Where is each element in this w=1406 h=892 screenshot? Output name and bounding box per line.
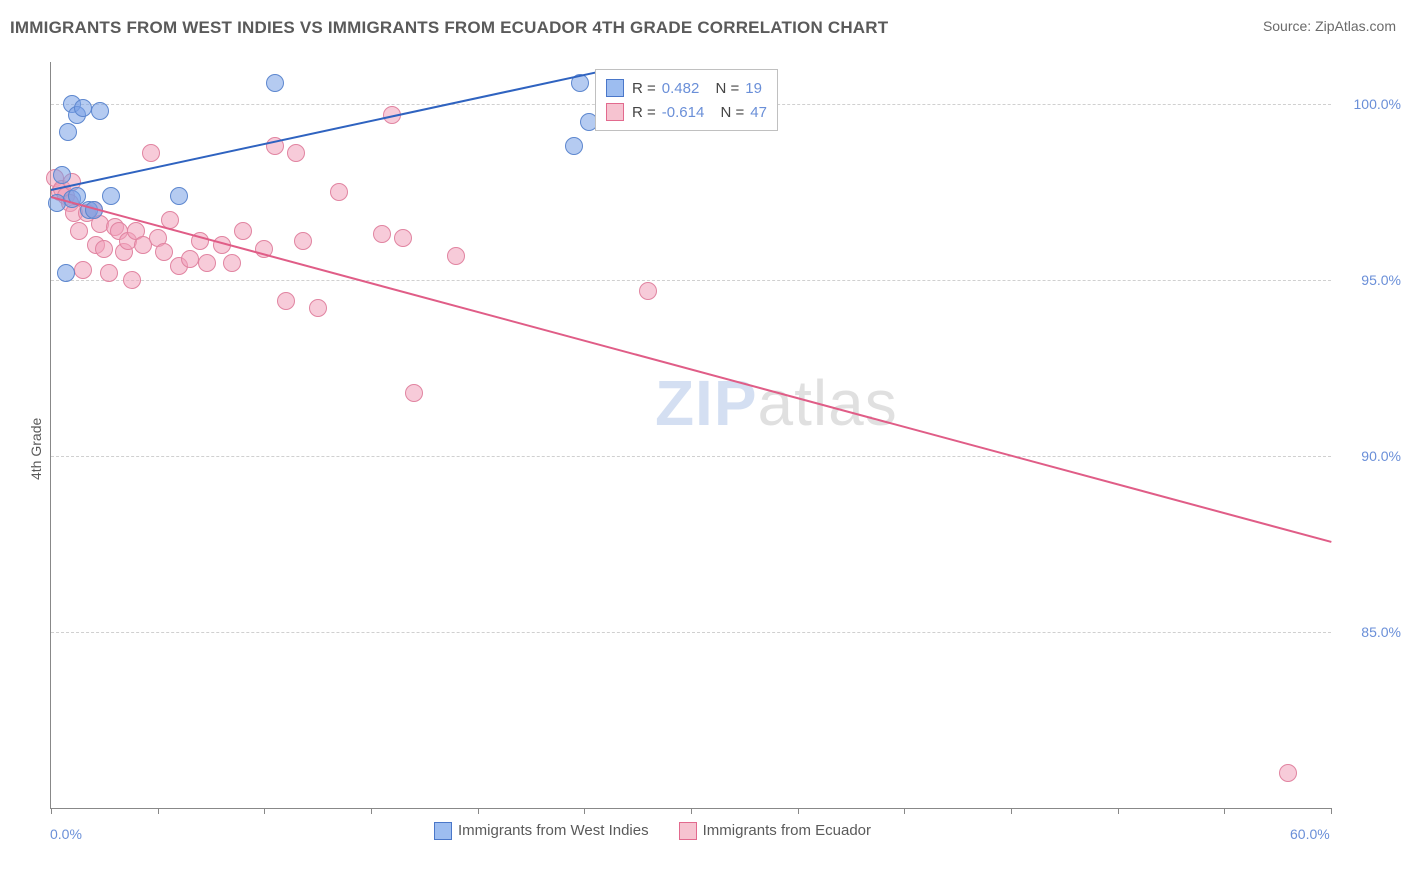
legend-label: Immigrants from West Indies bbox=[458, 822, 649, 839]
chart-title: IMMIGRANTS FROM WEST INDIES VS IMMIGRANT… bbox=[10, 18, 888, 37]
x-tick bbox=[478, 808, 479, 814]
data-point bbox=[170, 187, 188, 205]
data-point bbox=[405, 384, 423, 402]
source-prefix: Source: bbox=[1263, 18, 1315, 34]
x-tick bbox=[1331, 808, 1332, 814]
data-point bbox=[181, 250, 199, 268]
legend-swatch bbox=[606, 79, 624, 97]
data-point bbox=[142, 144, 160, 162]
data-point bbox=[234, 222, 252, 240]
stats-values: R = -0.614 N = 47 bbox=[632, 104, 767, 121]
gridline bbox=[51, 280, 1331, 281]
trend-line bbox=[51, 196, 1332, 543]
data-point bbox=[100, 264, 118, 282]
data-point bbox=[266, 74, 284, 92]
legend-label: Immigrants from Ecuador bbox=[703, 822, 871, 839]
data-point bbox=[639, 282, 657, 300]
data-point bbox=[287, 144, 305, 162]
data-point bbox=[565, 137, 583, 155]
data-point bbox=[59, 123, 77, 141]
legend-swatch bbox=[434, 822, 452, 840]
x-tick bbox=[798, 808, 799, 814]
trend-line bbox=[51, 69, 606, 191]
data-point bbox=[1279, 764, 1297, 782]
stats-row: R = -0.614 N = 47 bbox=[606, 100, 767, 124]
data-point bbox=[330, 183, 348, 201]
x-tick bbox=[584, 808, 585, 814]
data-point bbox=[277, 292, 295, 310]
y-axis-label: 4th Grade bbox=[28, 417, 44, 479]
chart-legend: Immigrants from West Indies Immigrants fr… bbox=[434, 822, 871, 840]
x-tick bbox=[264, 808, 265, 814]
gridline bbox=[51, 456, 1331, 457]
legend-item: Immigrants from Ecuador bbox=[679, 822, 871, 840]
x-tick bbox=[1011, 808, 1012, 814]
data-point bbox=[95, 240, 113, 258]
data-point bbox=[155, 243, 173, 261]
data-point bbox=[74, 99, 92, 117]
data-point bbox=[294, 232, 312, 250]
x-tick bbox=[904, 808, 905, 814]
y-tick-label: 100.0% bbox=[1341, 96, 1401, 112]
data-point bbox=[57, 264, 75, 282]
data-point bbox=[123, 271, 141, 289]
data-point bbox=[373, 225, 391, 243]
y-tick-label: 90.0% bbox=[1341, 448, 1401, 464]
x-axis-max-label: 60.0% bbox=[1290, 826, 1330, 842]
source-name: ZipAtlas.com bbox=[1315, 18, 1396, 34]
source-attribution: Source: ZipAtlas.com bbox=[1263, 18, 1396, 34]
data-point bbox=[70, 222, 88, 240]
correlation-stats-box: R = 0.482 N = 19 R = -0.614 N = 47 bbox=[595, 69, 778, 131]
data-point bbox=[91, 102, 109, 120]
data-point bbox=[102, 187, 120, 205]
x-tick bbox=[51, 808, 52, 814]
data-point bbox=[447, 247, 465, 265]
x-tick bbox=[691, 808, 692, 814]
scatter-plot: 100.0%95.0%90.0%85.0%ZIPatlasR = 0.482 N… bbox=[50, 62, 1331, 809]
y-tick-label: 95.0% bbox=[1341, 272, 1401, 288]
data-point bbox=[394, 229, 412, 247]
y-tick-label: 85.0% bbox=[1341, 624, 1401, 640]
x-tick bbox=[1224, 808, 1225, 814]
data-point bbox=[309, 299, 327, 317]
data-point bbox=[198, 254, 216, 272]
x-tick bbox=[371, 808, 372, 814]
data-point bbox=[53, 166, 71, 184]
data-point bbox=[223, 254, 241, 272]
x-tick bbox=[1118, 808, 1119, 814]
x-tick bbox=[158, 808, 159, 814]
legend-swatch bbox=[606, 103, 624, 121]
stats-row: R = 0.482 N = 19 bbox=[606, 76, 767, 100]
legend-item: Immigrants from West Indies bbox=[434, 822, 649, 840]
data-point bbox=[74, 261, 92, 279]
watermark: ZIPatlas bbox=[655, 366, 898, 440]
x-axis-min-label: 0.0% bbox=[50, 826, 82, 842]
stats-values: R = 0.482 N = 19 bbox=[632, 80, 762, 97]
gridline bbox=[51, 632, 1331, 633]
legend-swatch bbox=[679, 822, 697, 840]
